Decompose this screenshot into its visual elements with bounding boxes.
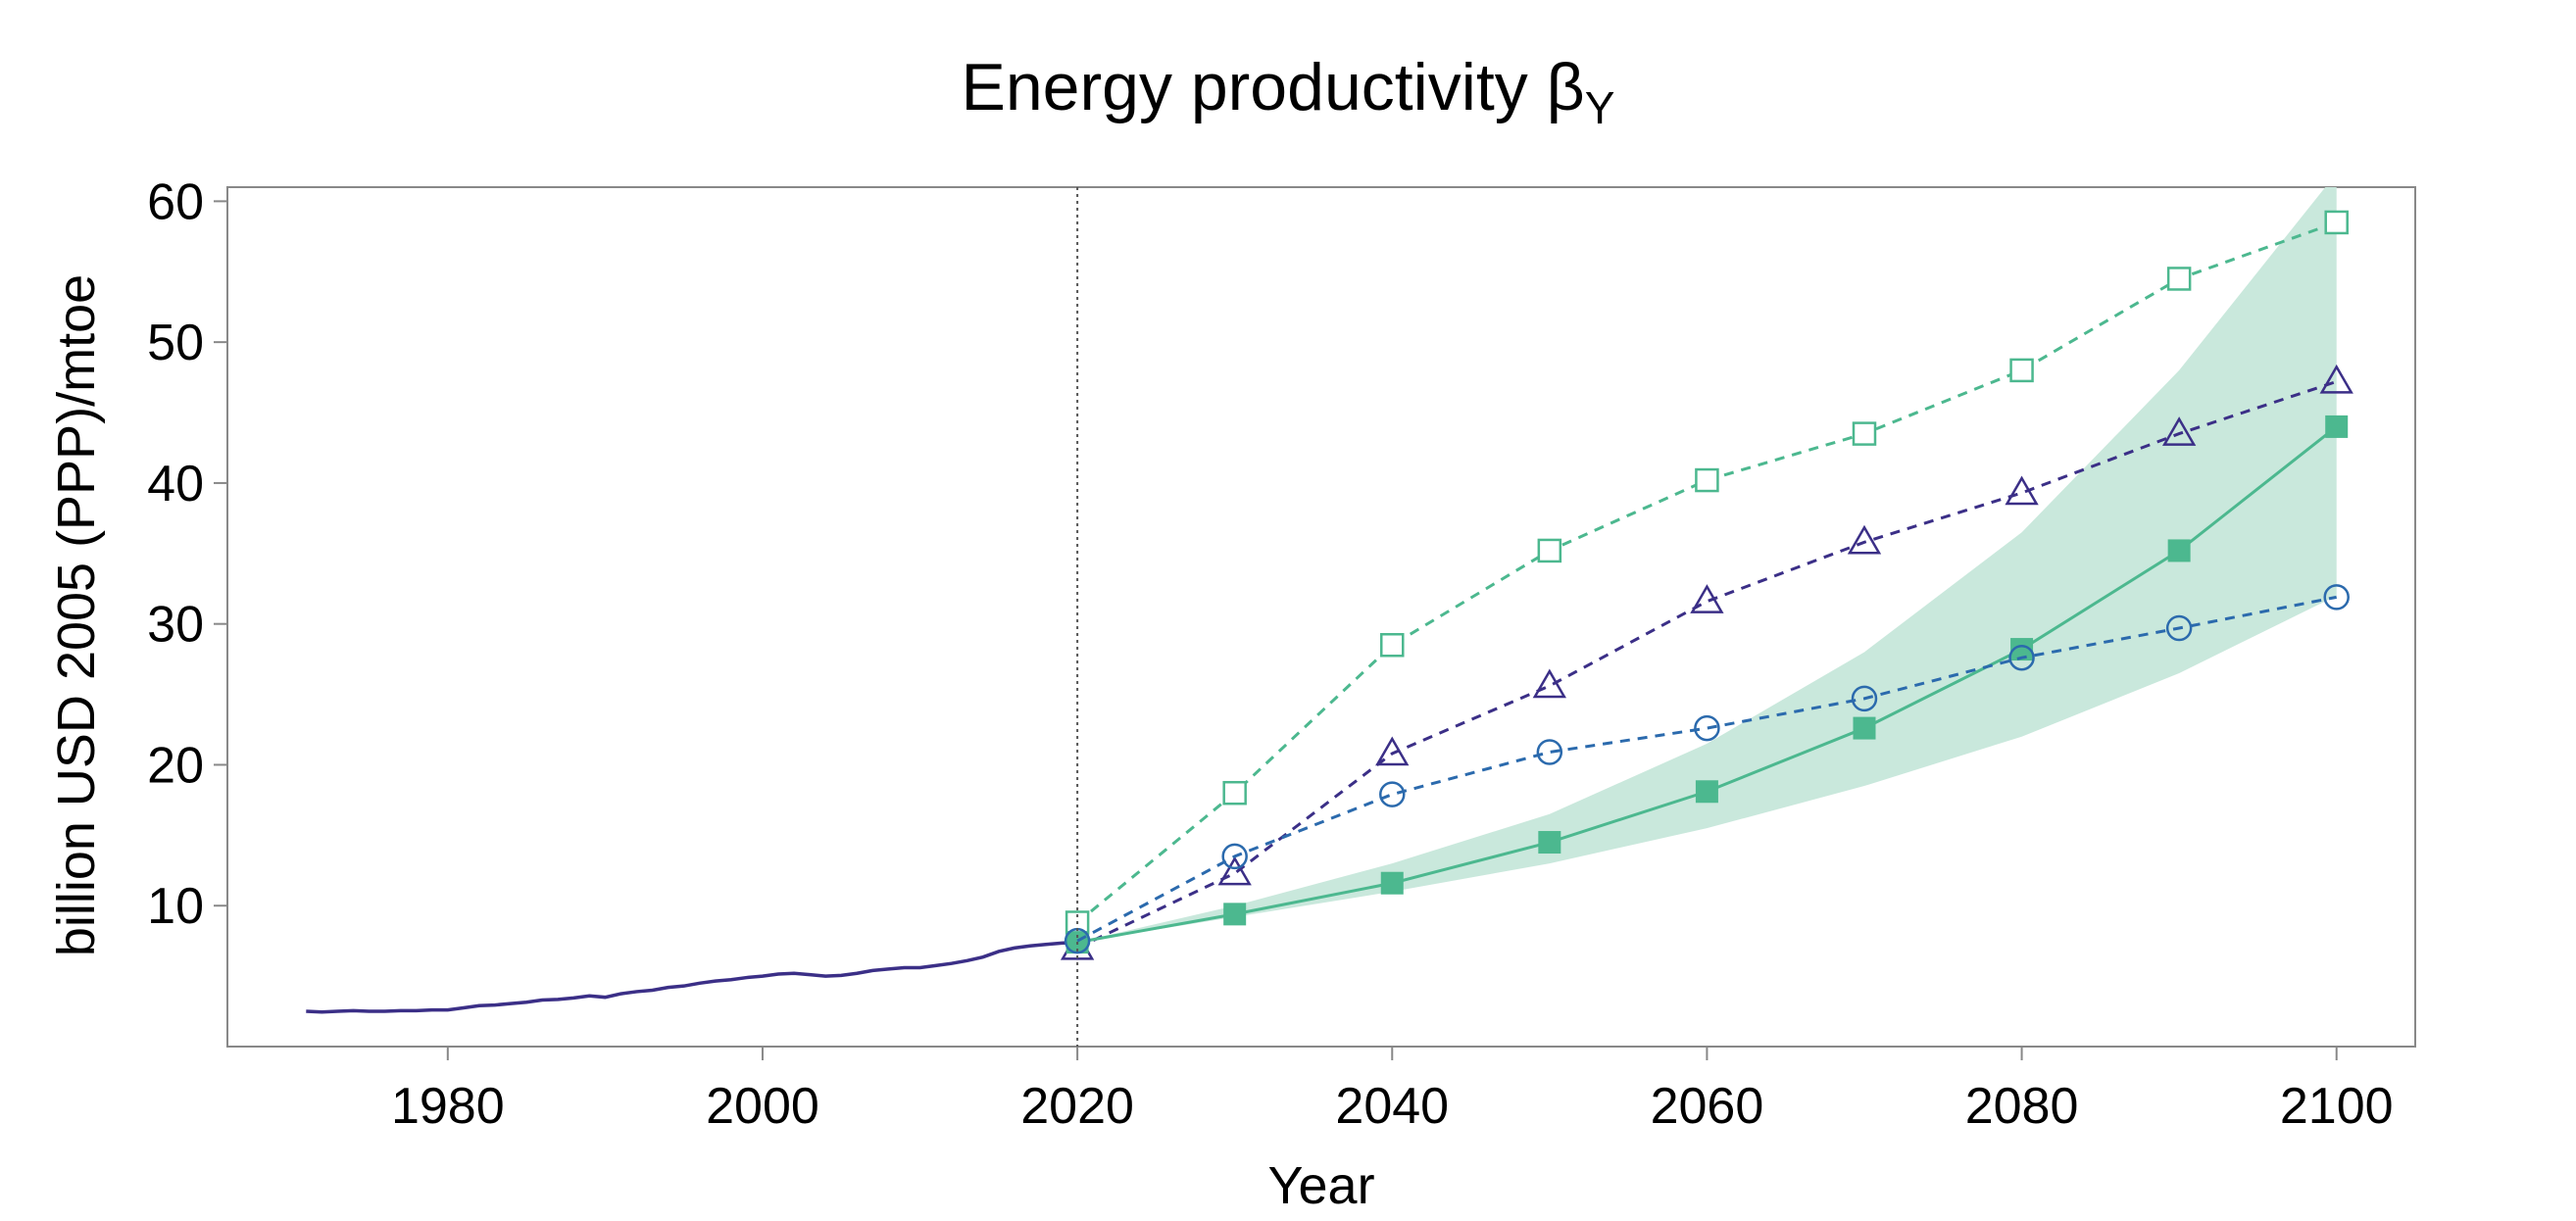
y-tick-label: 60: [147, 173, 204, 230]
series-3-point: [1379, 781, 1406, 807]
series-line-1: [1076, 379, 2338, 950]
series-1-point: [1375, 736, 1410, 766]
series-3-point: [2323, 584, 2350, 610]
series-0-point: [2166, 267, 2192, 291]
series-0-point: [1852, 421, 1877, 446]
series-1-point: [2161, 416, 2197, 446]
series-1-point: [1532, 668, 1566, 699]
plot-frame: [226, 186, 2416, 1048]
series-0-point: [1380, 633, 1405, 658]
series-2-point: [2325, 415, 2349, 438]
y-tick-label: 20: [147, 737, 204, 794]
series-3-point: [1221, 843, 1248, 870]
series-2-point: [2010, 638, 2034, 661]
y-tick-label: 40: [147, 456, 204, 513]
series-1-point: [1847, 524, 1882, 555]
x-axis-title: Year: [1267, 1156, 1374, 1215]
x-tick-label: 1980: [391, 1078, 505, 1135]
series-0-point: [1695, 467, 1719, 493]
series-0: [1065, 210, 2349, 935]
series-0-point: [2009, 358, 2034, 383]
series-1-point: [2005, 475, 2039, 506]
series-3-point: [1851, 685, 1878, 712]
x-tick-label: 2020: [1020, 1078, 1134, 1135]
x-tick-label: 2000: [706, 1078, 819, 1135]
y-tick-label: 10: [147, 878, 204, 935]
series-2-point: [2167, 539, 2191, 562]
series-0-point: [1537, 538, 1562, 563]
series-3-point: [2008, 644, 2035, 671]
x-tick-label: 2100: [2280, 1078, 2394, 1135]
y-axis-title: billion USD 2005 (PPP)/mtoe: [47, 274, 106, 956]
series-3: [1064, 584, 2350, 954]
series-0-point: [1222, 780, 1247, 806]
series-0-point: [2324, 210, 2349, 235]
uncertainty-band: [1077, 187, 2337, 943]
series-2-point: [1853, 716, 1876, 740]
series-1-point: [1690, 584, 1724, 613]
x-tick-label: 2040: [1335, 1078, 1449, 1135]
historical-line: [306, 940, 1078, 1014]
series-3-point: [1536, 739, 1563, 765]
series-2-point: [1223, 903, 1247, 926]
series-3-point: [2165, 614, 2193, 642]
series-2-point: [1695, 780, 1718, 804]
y-tick-label: 30: [147, 597, 204, 654]
x-tick-label: 2080: [1965, 1078, 2079, 1135]
x-tick-label: 2060: [1651, 1078, 1764, 1135]
chart-title: Energy productivity βY: [962, 50, 1615, 133]
series-1-point: [2319, 364, 2353, 394]
series-2-point: [1538, 831, 1561, 855]
y-tick-label: 50: [147, 315, 204, 371]
series-3-point: [1694, 714, 1720, 742]
series-1-point: [1217, 855, 1252, 886]
series-2-point: [1380, 871, 1404, 895]
series-line-3: [1076, 595, 2338, 943]
